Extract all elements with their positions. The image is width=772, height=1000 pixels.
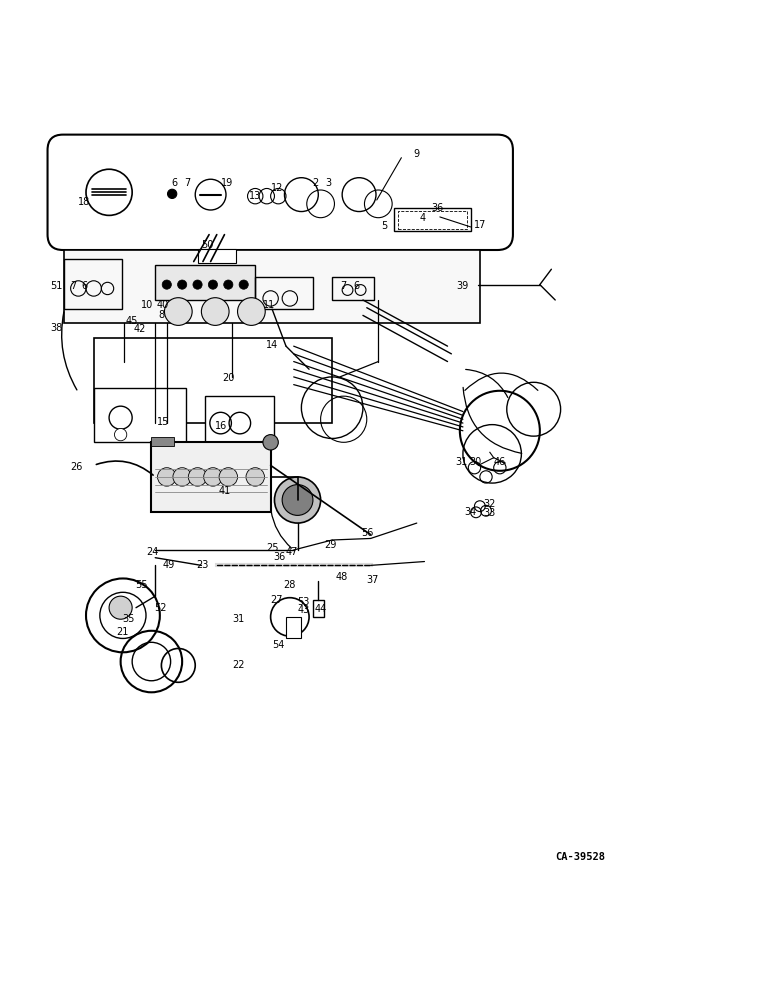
Circle shape [109,596,132,619]
Text: 12: 12 [270,183,283,193]
Text: 32: 32 [483,499,496,509]
Text: 10: 10 [141,300,154,310]
Text: 33: 33 [484,508,496,518]
Text: 20: 20 [222,373,235,383]
Text: 55: 55 [135,580,147,590]
Text: 42: 42 [134,324,146,334]
Bar [151,442,271,512]
Circle shape [157,468,176,486]
Text: 40: 40 [157,300,169,310]
Circle shape [201,298,229,325]
Text: 8: 8 [158,310,164,320]
Circle shape [164,298,192,325]
Bar [256,277,313,309]
Text: 38: 38 [51,323,63,333]
Text: 7: 7 [70,281,77,291]
Text: 6: 6 [354,281,360,291]
Text: 6: 6 [171,178,178,188]
Circle shape [219,468,238,486]
Circle shape [173,468,191,486]
Text: 16: 16 [215,421,227,431]
Text: 7: 7 [340,281,347,291]
Bar [332,277,374,300]
Bar [394,208,471,231]
Text: 56: 56 [361,528,374,538]
Text: 30: 30 [469,457,482,467]
Bar [151,437,174,446]
Text: 27: 27 [270,595,283,605]
Circle shape [114,428,127,441]
Text: 13: 13 [249,191,262,201]
Text: 25: 25 [266,543,279,553]
Circle shape [188,468,207,486]
Text: 22: 22 [232,660,245,670]
Text: 54: 54 [272,640,285,650]
Circle shape [168,189,177,198]
Text: 44: 44 [314,604,327,614]
Text: 21: 21 [116,627,128,637]
Circle shape [282,485,313,515]
Bar [398,211,467,229]
Text: 19: 19 [222,178,234,188]
Circle shape [224,280,233,289]
Bar [155,265,256,300]
Text: 23: 23 [197,560,209,570]
Text: 39: 39 [457,281,469,291]
Text: 34: 34 [465,507,477,517]
Circle shape [178,280,187,289]
Bar [93,388,186,442]
Text: 46: 46 [494,457,506,467]
Text: 51: 51 [51,281,63,291]
Circle shape [208,280,218,289]
Circle shape [193,280,202,289]
Text: 37: 37 [367,575,379,585]
Text: 9: 9 [414,149,420,159]
Circle shape [238,298,266,325]
Text: 43: 43 [297,605,310,615]
Bar [313,600,324,617]
Bar [65,250,480,323]
Circle shape [246,468,265,486]
Text: 28: 28 [283,580,296,590]
Text: 53: 53 [297,597,310,607]
Bar [205,396,275,442]
Circle shape [263,435,279,450]
Text: 3: 3 [325,178,331,188]
Circle shape [86,169,132,215]
Text: 31: 31 [455,457,468,467]
Text: 35: 35 [122,614,134,624]
Text: 2: 2 [312,178,318,188]
Bar [198,249,236,263]
Text: 31: 31 [232,614,245,624]
Text: 7: 7 [185,178,191,188]
Text: 52: 52 [154,603,167,613]
Text: CA-39528: CA-39528 [555,852,605,862]
Text: 45: 45 [126,316,138,326]
Text: 5: 5 [381,221,388,231]
Text: 41: 41 [218,486,231,496]
Text: 11: 11 [263,300,275,310]
Text: 36: 36 [432,203,444,213]
Bar [286,617,301,638]
Text: 36: 36 [274,552,286,562]
Bar [65,259,122,309]
Text: 49: 49 [163,560,175,570]
Circle shape [204,468,222,486]
Circle shape [275,477,320,523]
Text: 48: 48 [336,572,348,582]
Text: 18: 18 [78,197,90,207]
Text: 24: 24 [147,547,159,557]
Text: 6: 6 [81,281,87,291]
Text: 29: 29 [324,540,337,550]
Text: 15: 15 [157,417,169,427]
Text: 4: 4 [420,213,426,223]
Text: 50: 50 [201,240,214,250]
Circle shape [162,280,171,289]
Text: 17: 17 [474,220,486,230]
Text: 47: 47 [286,547,298,557]
Text: 26: 26 [70,462,83,472]
Circle shape [239,280,249,289]
Bar [93,338,332,423]
Text: 14: 14 [266,340,278,350]
